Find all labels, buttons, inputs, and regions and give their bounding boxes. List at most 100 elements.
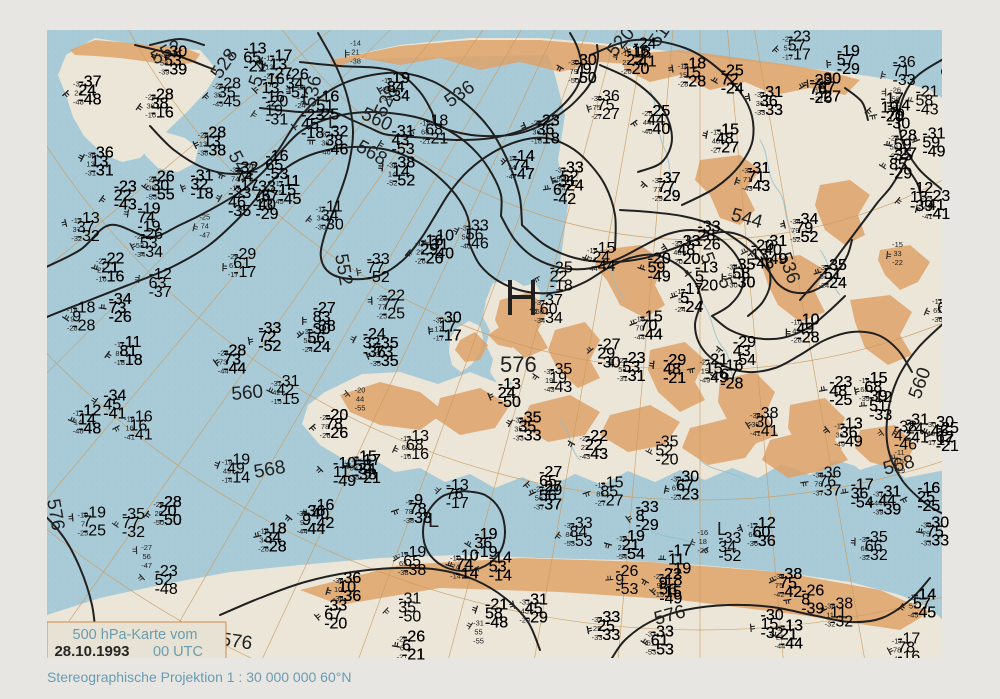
- svg-text:00 UTC: 00 UTC: [153, 644, 203, 660]
- svg-text:-45: -45: [218, 94, 241, 111]
- svg-text:-40: -40: [647, 121, 670, 138]
- svg-text:-31: -31: [91, 163, 114, 180]
- svg-text:-20: -20: [324, 615, 347, 632]
- svg-text:-16: -16: [697, 528, 708, 537]
- svg-text:-19: -19: [894, 466, 905, 475]
- svg-text:-24: -24: [308, 339, 331, 356]
- svg-text:-33: -33: [893, 72, 916, 89]
- svg-text:-44: -44: [223, 361, 246, 378]
- svg-text:-53: -53: [392, 141, 415, 158]
- svg-text:-47: -47: [199, 230, 210, 239]
- svg-text:-24: -24: [721, 81, 744, 98]
- svg-text:500 hPa-Karte vom: 500 hPa-Karte vom: [73, 627, 198, 643]
- svg-text:-45: -45: [278, 191, 301, 208]
- svg-text:-49: -49: [659, 590, 682, 607]
- svg-text:-53: -53: [570, 533, 593, 550]
- svg-text:-52: -52: [367, 269, 390, 286]
- svg-text:33: 33: [893, 249, 901, 258]
- svg-text:-29: -29: [889, 166, 912, 183]
- svg-text:-52: -52: [258, 338, 281, 355]
- svg-text:-48: -48: [78, 91, 101, 108]
- svg-text:-40: -40: [431, 246, 454, 263]
- svg-text:-29: -29: [539, 482, 562, 499]
- svg-text:-52: -52: [795, 229, 818, 246]
- svg-text:-26: -26: [698, 236, 721, 253]
- svg-text:-33: -33: [518, 428, 541, 445]
- svg-text:-14: -14: [456, 565, 479, 582]
- svg-text:-26: -26: [809, 90, 832, 107]
- svg-text:-45: -45: [913, 605, 936, 622]
- svg-text:18: 18: [699, 537, 707, 546]
- svg-text:-48: -48: [155, 581, 178, 598]
- svg-text:-43: -43: [916, 101, 939, 118]
- svg-text:-22: -22: [892, 258, 903, 267]
- svg-text:-43: -43: [585, 446, 608, 463]
- svg-text:-29: -29: [837, 61, 860, 78]
- svg-text:-25: -25: [917, 498, 940, 515]
- svg-text:-14: -14: [489, 567, 512, 584]
- svg-text:-31: -31: [622, 368, 645, 385]
- svg-text:-16: -16: [151, 104, 174, 121]
- svg-text:28.10.1993: 28.10.1993: [54, 643, 129, 660]
- svg-text:44: 44: [356, 394, 364, 403]
- svg-text:-30: -30: [732, 275, 755, 292]
- svg-text:-32: -32: [77, 228, 100, 245]
- svg-text:-34: -34: [140, 244, 163, 261]
- svg-text:-30: -30: [321, 217, 344, 234]
- svg-text:-50: -50: [398, 609, 421, 626]
- svg-text:560: 560: [231, 381, 264, 405]
- svg-text:-14: -14: [227, 470, 250, 487]
- svg-text:-33: -33: [760, 102, 783, 119]
- svg-text:-33: -33: [869, 407, 892, 424]
- svg-text:74: 74: [201, 221, 209, 230]
- svg-text:-30: -30: [597, 354, 620, 371]
- svg-text:-53: -53: [651, 642, 674, 659]
- svg-text:-28: -28: [720, 375, 743, 392]
- svg-text:-44: -44: [640, 326, 663, 343]
- svg-text:-40: -40: [253, 197, 276, 214]
- svg-text:-53: -53: [265, 166, 288, 183]
- svg-text:-21: -21: [402, 647, 425, 664]
- svg-text:-18: -18: [537, 131, 560, 148]
- svg-text:-50: -50: [498, 394, 521, 411]
- svg-text:-23: -23: [676, 487, 699, 504]
- svg-text:-16: -16: [406, 446, 429, 463]
- svg-text:-43: -43: [549, 379, 572, 396]
- svg-text:-38: -38: [203, 143, 226, 160]
- svg-text:-37: -37: [149, 284, 172, 301]
- svg-text:-39: -39: [164, 62, 187, 79]
- svg-text:15: 15: [895, 457, 903, 466]
- svg-text:576: 576: [500, 352, 537, 377]
- svg-text:-48: -48: [485, 615, 508, 632]
- svg-text:-18: -18: [190, 186, 213, 203]
- svg-text:-39: -39: [910, 198, 933, 215]
- svg-text:-50: -50: [159, 512, 182, 529]
- svg-text:-36: -36: [363, 344, 386, 361]
- svg-text:-26: -26: [109, 309, 132, 326]
- svg-text:-42: -42: [311, 515, 334, 532]
- svg-text:-54: -54: [851, 494, 874, 511]
- svg-text:-49: -49: [840, 434, 863, 451]
- svg-text:-28: -28: [264, 538, 287, 555]
- svg-text:-32: -32: [865, 547, 888, 564]
- svg-text:-34: -34: [540, 310, 563, 327]
- svg-text:-27: -27: [716, 140, 739, 157]
- svg-text:-38: -38: [350, 57, 361, 66]
- svg-text:-32: -32: [761, 625, 784, 642]
- svg-text:-21: -21: [663, 370, 686, 387]
- svg-text:-27: -27: [600, 492, 623, 509]
- svg-text:-48: -48: [78, 421, 101, 438]
- svg-text:-25: -25: [83, 522, 106, 539]
- svg-text:-36: -36: [753, 533, 776, 550]
- svg-text:-41: -41: [906, 429, 929, 446]
- svg-text:-49: -49: [648, 269, 671, 286]
- svg-text:-44: -44: [592, 258, 615, 275]
- svg-text:-25: -25: [382, 306, 405, 323]
- svg-text:-31: -31: [265, 111, 288, 128]
- svg-text:-19: -19: [137, 218, 160, 235]
- svg-text:-29: -29: [525, 610, 548, 627]
- svg-text:-35: -35: [228, 203, 251, 220]
- svg-text:-21: -21: [425, 130, 448, 147]
- svg-text:-51: -51: [286, 85, 309, 102]
- svg-text:-20: -20: [355, 385, 366, 394]
